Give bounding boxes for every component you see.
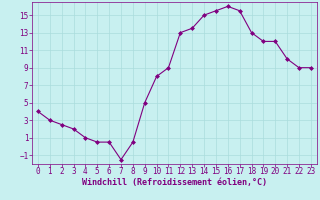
- X-axis label: Windchill (Refroidissement éolien,°C): Windchill (Refroidissement éolien,°C): [82, 178, 267, 187]
